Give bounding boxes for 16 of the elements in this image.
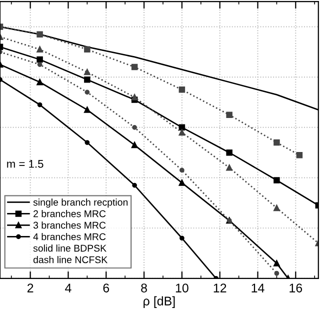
x-tick-label: 2 [27, 284, 34, 292]
x-tick-label: 8 [141, 284, 147, 292]
annotation: dash line NCFSK [33, 256, 108, 264]
annotation: m = 1.5 [7, 160, 44, 168]
x-axis-title: ρ [dB] [144, 296, 175, 308]
x-tick-label: 16 [290, 284, 302, 292]
x-tick-label: 4 [65, 284, 72, 292]
x-tick-label: 14 [252, 284, 264, 292]
legend-label: 3 branches MRC [33, 222, 106, 229]
x-tick-label: 12 [214, 284, 226, 292]
x-tick-label: 10 [176, 284, 188, 292]
annotation: solid line BDPSK [33, 244, 106, 252]
legend-label: 2 branches MRC [34, 210, 106, 218]
legend-label: 4 branches MRC [33, 233, 106, 240]
legend-label: single branch recption [33, 198, 128, 208]
x-tick-label: 6 [103, 284, 110, 292]
